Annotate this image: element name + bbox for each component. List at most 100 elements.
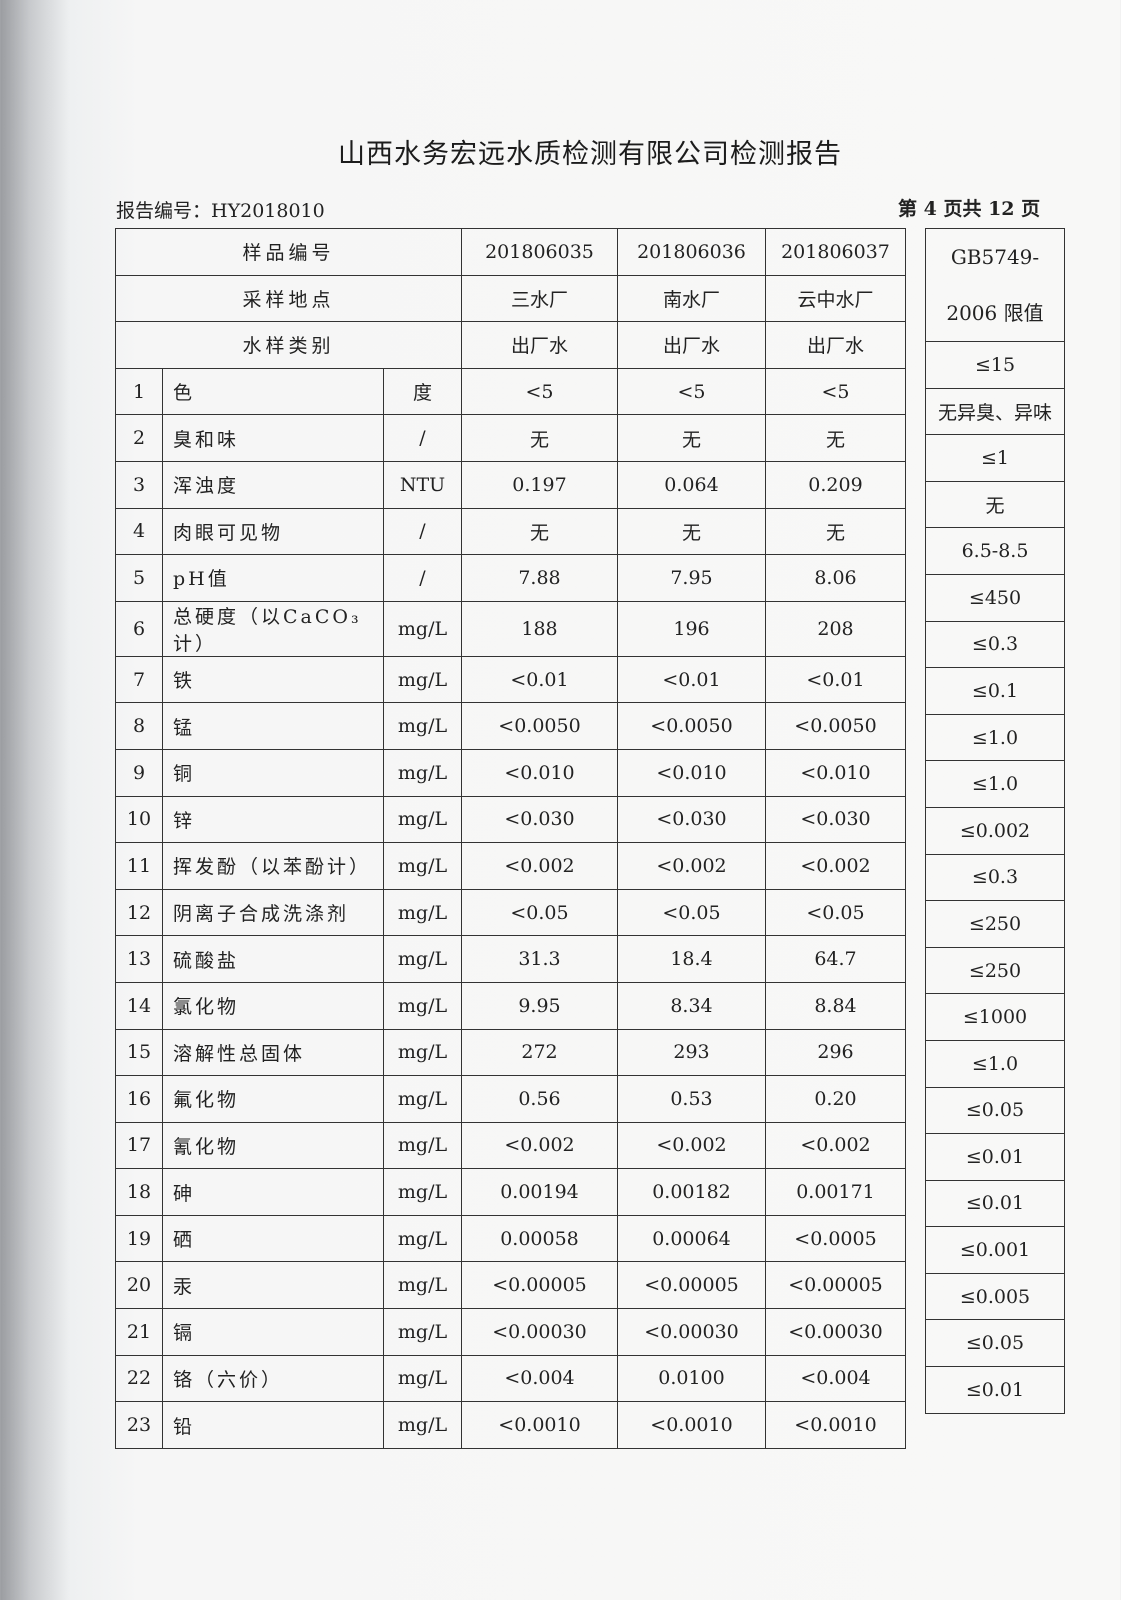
- result-value: <0.00030: [461, 1308, 618, 1356]
- unit: mg/L: [383, 600, 462, 657]
- limit-row: ≤0.05: [925, 1086, 1065, 1135]
- table-row: 15 溶解性总固体 mg/L 272 293 296: [115, 1028, 906, 1077]
- header-row-type: 水样类别 出厂水 出厂水 出厂水: [115, 321, 906, 369]
- result-value: 272: [461, 1028, 618, 1077]
- sample-site: 三水厂: [461, 274, 618, 323]
- limit-row: ≤0.001: [925, 1226, 1065, 1274]
- table-row: 14 氯化物 mg/L 9.95 8.34 8.84: [115, 981, 906, 1030]
- page-number: 第 4 页共 12 页: [898, 198, 1041, 220]
- result-value: <0.0050: [765, 702, 906, 750]
- result-value: <0.05: [765, 888, 906, 937]
- limit-value: ≤250: [925, 900, 1065, 948]
- limit-row: 6.5-8.5: [925, 527, 1065, 575]
- row-number: 16: [115, 1075, 163, 1123]
- limit-row: ≤250: [925, 946, 1065, 995]
- result-value: <0.002: [617, 1121, 766, 1170]
- item-name: 色: [162, 367, 384, 416]
- item-name: 氰化物: [162, 1121, 384, 1170]
- result-value: 0.53: [617, 1075, 766, 1123]
- item-name: 镉: [162, 1308, 384, 1356]
- limit-value: ≤1.0: [925, 760, 1065, 808]
- item-name: 砷: [162, 1168, 384, 1216]
- item-name: 浑浊度: [162, 460, 384, 509]
- table-row: 19 硒 mg/L 0.00058 0.00064 <0.0005: [115, 1214, 906, 1263]
- limit-value: ≤0.3: [925, 620, 1065, 669]
- limit-value: 无异臭、异味: [925, 387, 1065, 436]
- item-name: 锌: [162, 795, 384, 844]
- unit: /: [383, 507, 462, 556]
- table-row: 12 阴离子合成洗涤剂 mg/L <0.05 <0.05 <0.05: [115, 888, 906, 937]
- unit: mg/L: [383, 655, 462, 704]
- unit: /: [383, 414, 462, 462]
- item-name: 汞: [162, 1261, 384, 1310]
- limit-value: ≤15: [925, 341, 1065, 389]
- row-number: 13: [115, 935, 163, 983]
- limit-row: 无: [925, 480, 1065, 529]
- result-value: <0.004: [765, 1354, 906, 1403]
- table-row: 4 肉眼可见物 / 无无无: [115, 507, 906, 556]
- limit-value: ≤1.0: [925, 713, 1065, 762]
- item-name: 总硬度（以CaCO₃计）: [162, 600, 384, 657]
- row-number: 1: [115, 367, 163, 416]
- row-number: 15: [115, 1028, 163, 1077]
- unit: mg/L: [383, 1354, 462, 1403]
- result-value: 64.7: [765, 935, 906, 983]
- row-number: 18: [115, 1168, 163, 1216]
- row-number: 8: [115, 702, 163, 750]
- result-value: <5: [461, 367, 618, 416]
- standard-header: GB5749- 2006 限值: [925, 228, 1065, 342]
- result-value: <0.002: [461, 842, 618, 890]
- item-name: 阴离子合成洗涤剂: [162, 888, 384, 937]
- limit-value: ≤0.001: [925, 1226, 1065, 1274]
- result-value: <0.0005: [765, 1214, 906, 1263]
- unit: mg/L: [383, 1028, 462, 1077]
- result-value: 296: [765, 1028, 906, 1077]
- table-row: 20 汞 mg/L <0.00005 <0.00005 <0.00005: [115, 1261, 906, 1310]
- result-value: 208: [765, 600, 906, 657]
- sample-id: 201806035: [461, 228, 618, 276]
- table-row: 1 色度 <5 <5 <5: [115, 367, 906, 416]
- result-value: 196: [617, 600, 766, 657]
- limit-row: ≤1.0: [925, 713, 1065, 762]
- result-value: <0.010: [617, 748, 766, 797]
- item-name: 铜: [162, 748, 384, 797]
- result-value: 8.34: [617, 981, 766, 1030]
- limit-row: ≤0.01: [925, 1366, 1065, 1414]
- unit: mg/L: [383, 935, 462, 983]
- row-number: 6: [115, 600, 163, 657]
- item-name: 挥发酚（以苯酚计）: [162, 842, 384, 890]
- result-value: 0.209: [765, 460, 906, 509]
- result-value: <0.002: [765, 1121, 906, 1170]
- report-number: 报告编号：HY2018010: [116, 200, 325, 222]
- result-value: <5: [617, 367, 766, 416]
- item-name: 臭和味: [162, 414, 384, 462]
- result-value: <0.0010: [461, 1401, 618, 1449]
- unit: mg/L: [383, 981, 462, 1030]
- unit: NTU: [383, 460, 462, 509]
- standard-name-limit: 2006 限值: [946, 301, 1044, 325]
- report-title: 山西水务宏远水质检测有限公司检测报告: [338, 139, 842, 170]
- sample-id: 201806037: [765, 228, 906, 276]
- item-name: 锰: [162, 702, 384, 750]
- item-name: 溶解性总固体: [162, 1028, 384, 1077]
- item-name: 硒: [162, 1214, 384, 1263]
- result-value: 无: [765, 414, 906, 462]
- table-row: 21 镉 mg/L <0.00030 <0.00030 <0.00030: [115, 1308, 906, 1356]
- limit-row: ≤1: [925, 434, 1065, 482]
- result-value: 0.0100: [617, 1354, 766, 1403]
- result-value: <0.002: [461, 1121, 618, 1170]
- result-value: <0.030: [461, 795, 618, 844]
- result-value: 0.00171: [765, 1168, 906, 1216]
- table-row: 13 硫酸盐 mg/L 31.3 18.4 64.7: [115, 935, 906, 983]
- result-value: 无: [617, 414, 766, 462]
- unit: mg/L: [383, 842, 462, 890]
- limit-value: ≤0.1: [925, 667, 1065, 715]
- sample-site: 南水厂: [617, 274, 766, 323]
- result-value: 0.064: [617, 460, 766, 509]
- result-value: <0.004: [461, 1354, 618, 1403]
- limit-value: ≤1000: [925, 993, 1065, 1041]
- limit-row: ≤1000: [925, 993, 1065, 1041]
- result-value: <0.01: [617, 655, 766, 704]
- unit: mg/L: [383, 748, 462, 797]
- result-value: 7.88: [461, 554, 618, 602]
